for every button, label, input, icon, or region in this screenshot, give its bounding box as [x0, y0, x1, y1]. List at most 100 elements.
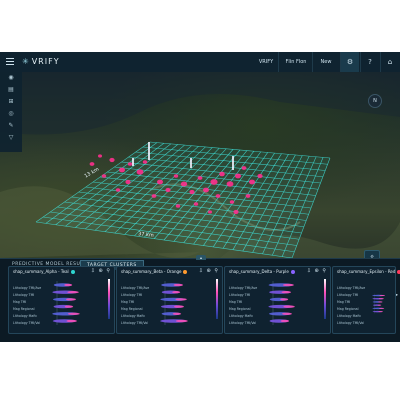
grid-line: [128, 156, 323, 178]
cluster-point[interactable]: [210, 179, 218, 185]
cluster-point[interactable]: [215, 194, 221, 198]
cluster-point[interactable]: [233, 209, 239, 215]
cluster-point[interactable]: [189, 189, 195, 195]
logo-text: VRIFY: [31, 57, 60, 66]
cluster-point[interactable]: [249, 179, 255, 185]
settings-icon[interactable]: ⚙: [340, 52, 359, 72]
series-color-dot: [70, 270, 75, 274]
cluster-points[interactable]: [89, 142, 263, 215]
shap-row-high: [64, 305, 74, 308]
grid-icon[interactable]: ⊞: [8, 98, 14, 105]
cluster-point[interactable]: [89, 162, 95, 166]
panel-tools[interactable]: ⇩ ⊕ ⚲: [198, 268, 219, 274]
shap-row-high: [283, 305, 295, 308]
feature-label: Mag Regional: [337, 307, 359, 311]
grid-area: [36, 142, 330, 258]
cluster-point[interactable]: [119, 167, 125, 173]
result-tabs: ▴ PREDICTIVE MODEL RESULTS TARGET CLUSTE…: [0, 255, 400, 270]
cluster-point[interactable]: [98, 154, 102, 158]
shap-row-high: [378, 301, 383, 303]
sidebar: ◉ ▤ ⊞ ◎ ✎ ▽: [0, 72, 22, 152]
cluster-point[interactable]: [197, 176, 203, 180]
cluster-point[interactable]: [151, 194, 157, 198]
cluster-point[interactable]: [165, 187, 171, 193]
series-color-dot: [397, 270, 400, 274]
shap-row-high: [172, 312, 182, 315]
target-icon[interactable]: ◎: [8, 110, 14, 117]
cluster-point[interactable]: [226, 181, 234, 187]
cluster-point[interactable]: [115, 188, 121, 192]
layers-icon[interactable]: ◉: [8, 74, 14, 81]
edit-icon[interactable]: ✎: [8, 122, 14, 129]
cluster-point[interactable]: [193, 202, 199, 206]
feature-label: Lithology TMI: [121, 293, 143, 297]
nav-new[interactable]: New: [312, 52, 339, 72]
cluster-point[interactable]: [175, 204, 181, 208]
cluster-point[interactable]: [241, 166, 247, 170]
feature-label: Lithology TMI/Ave: [121, 286, 150, 290]
color-scale: [324, 279, 326, 319]
compass-icon[interactable]: N: [368, 94, 382, 108]
menu-icon[interactable]: [6, 58, 14, 66]
app-window: ✳ VRIFY VRIFY Flin Flon New ⚙ ? ⌂ 13 km 3…: [0, 52, 400, 342]
feature-label: Mag Regional: [121, 307, 143, 311]
feature-label: Mag Regional: [229, 307, 251, 311]
feature-label: Lithology TMI/Vol: [121, 321, 149, 325]
cluster-point[interactable]: [136, 169, 144, 175]
cluster-point[interactable]: [101, 174, 107, 178]
nav-vrify[interactable]: VRIFY: [258, 59, 274, 65]
shap-row-high: [175, 298, 187, 301]
collapse-handle[interactable]: ▴: [196, 255, 206, 260]
cluster-point[interactable]: [219, 171, 225, 177]
help-icon[interactable]: ?: [360, 52, 379, 72]
color-scale: [216, 279, 218, 319]
app-logo[interactable]: ✳ VRIFY: [22, 57, 60, 66]
cluster-point[interactable]: [203, 187, 209, 193]
feature-label: Lithology TMI/Ave: [229, 286, 258, 290]
list-icon[interactable]: ▤: [8, 86, 14, 93]
grid-line: [85, 186, 309, 215]
nav-project[interactable]: Flin Flon: [278, 52, 313, 72]
filter-icon[interactable]: ▽: [8, 134, 14, 141]
grid-line: [92, 181, 312, 209]
grid-line: [135, 151, 326, 171]
tab-target-clusters[interactable]: TARGET CLUSTERS: [80, 260, 144, 270]
shap-row-high: [379, 307, 385, 309]
shap-panel-delta: shap_summary_Delta - Purple ⇩ ⊕ ⚲ Lithol…: [224, 266, 331, 334]
cluster-point[interactable]: [142, 160, 148, 164]
grid-line: [114, 166, 319, 190]
feature-label: Lithology TMI: [337, 293, 359, 297]
cluster-point[interactable]: [109, 157, 115, 163]
cluster-spike: [190, 158, 192, 168]
logo-mark: ✳: [22, 57, 30, 66]
grid-line: [149, 141, 331, 159]
cluster-point[interactable]: [208, 210, 212, 214]
home-icon[interactable]: ⌂: [380, 52, 399, 72]
cluster-point[interactable]: [229, 200, 235, 204]
feature-label: Lithology TMI: [13, 293, 35, 297]
shap-panel-beta: shap_summary_Beta - Orange ⇩ ⊕ ⚲ Litholo…: [116, 266, 223, 334]
panel-tools[interactable]: ⇩ ⊕ ⚲: [90, 268, 111, 274]
shap-row-high: [174, 305, 184, 308]
cluster-point[interactable]: [173, 174, 179, 178]
grid-line: [57, 206, 300, 240]
cluster-point[interactable]: [257, 173, 263, 179]
cluster-point[interactable]: [127, 162, 133, 166]
map-overlay: [0, 72, 400, 259]
shap-violin-plot: [268, 281, 295, 325]
panel-tools[interactable]: ⇩ ⊕ ⚲: [306, 268, 327, 274]
grid-line: [78, 191, 307, 221]
cluster-spike: [232, 156, 234, 170]
feature-label: Mag TMI: [337, 300, 351, 304]
feature-label: Lithology Mafic: [121, 314, 146, 318]
cluster-point[interactable]: [245, 194, 251, 198]
shap-row-high: [64, 283, 73, 287]
cluster-point[interactable]: [125, 179, 131, 185]
map-view[interactable]: 13 km 37 km N ⇧: [0, 72, 400, 266]
tab-predictive-model-results[interactable]: PREDICTIVE MODEL RESULTS: [12, 262, 90, 267]
cluster-point[interactable]: [235, 173, 241, 179]
top-bar: ✳ VRIFY VRIFY Flin Flon New ⚙ ? ⌂: [0, 52, 400, 73]
cluster-point[interactable]: [157, 179, 163, 185]
cluster-point[interactable]: [180, 181, 188, 187]
shap-row-high: [379, 294, 386, 297]
